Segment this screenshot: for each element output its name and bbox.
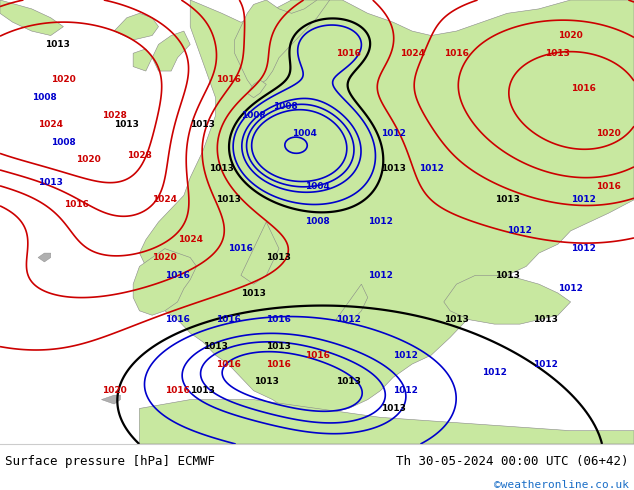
Text: 1016: 1016 — [571, 84, 596, 93]
Text: 1020: 1020 — [558, 31, 583, 40]
Text: 1012: 1012 — [571, 244, 596, 253]
Text: 1028: 1028 — [101, 111, 127, 120]
Text: 1024: 1024 — [178, 235, 203, 244]
Text: 1013: 1013 — [545, 49, 571, 58]
Polygon shape — [133, 49, 152, 71]
Text: 1013: 1013 — [38, 177, 63, 187]
Text: 1016: 1016 — [165, 271, 190, 280]
Text: 1016: 1016 — [304, 351, 330, 360]
Polygon shape — [114, 13, 158, 40]
Polygon shape — [0, 0, 63, 35]
Text: 1028: 1028 — [127, 151, 152, 160]
Polygon shape — [235, 0, 330, 89]
Text: 1012: 1012 — [558, 284, 583, 293]
Text: 1013: 1013 — [380, 164, 406, 173]
Text: 1012: 1012 — [368, 218, 393, 226]
Text: 1016: 1016 — [336, 49, 361, 58]
Polygon shape — [139, 400, 634, 444]
Text: 1013: 1013 — [266, 342, 292, 351]
Text: 1020: 1020 — [152, 253, 178, 262]
Text: 1016: 1016 — [63, 200, 89, 209]
Polygon shape — [152, 31, 190, 71]
Text: 1013: 1013 — [495, 196, 520, 204]
Polygon shape — [444, 275, 571, 324]
Text: 1016: 1016 — [228, 244, 254, 253]
Text: 1013: 1013 — [44, 40, 70, 49]
Text: 1012: 1012 — [571, 196, 596, 204]
Polygon shape — [38, 253, 51, 262]
Text: 1013: 1013 — [266, 253, 292, 262]
Text: 1016: 1016 — [216, 75, 241, 84]
Text: 1013: 1013 — [190, 120, 216, 129]
Text: 1013: 1013 — [533, 315, 558, 324]
Text: 1012: 1012 — [393, 386, 418, 395]
Text: 1013: 1013 — [203, 342, 228, 351]
Text: 1012: 1012 — [368, 271, 393, 280]
Text: 1024: 1024 — [38, 120, 63, 129]
Text: 1008: 1008 — [304, 218, 330, 226]
Text: 1020: 1020 — [51, 75, 76, 84]
Text: 1016: 1016 — [266, 360, 292, 368]
Text: 1013: 1013 — [336, 377, 361, 386]
Text: 1012: 1012 — [336, 315, 361, 324]
Text: 1020: 1020 — [596, 129, 621, 138]
Text: 1012: 1012 — [507, 226, 533, 235]
Text: 1012: 1012 — [418, 164, 444, 173]
Text: 1016: 1016 — [216, 315, 241, 324]
Text: 1012: 1012 — [533, 360, 558, 368]
Polygon shape — [139, 0, 634, 417]
Text: 1020: 1020 — [76, 155, 101, 164]
Text: 1013: 1013 — [209, 164, 235, 173]
Text: 1008: 1008 — [241, 111, 266, 120]
Text: 1013: 1013 — [190, 386, 216, 395]
Text: 1016: 1016 — [165, 315, 190, 324]
Text: 1004: 1004 — [304, 182, 330, 191]
Polygon shape — [101, 395, 120, 404]
Text: 1020: 1020 — [101, 386, 127, 395]
Text: 1016: 1016 — [165, 386, 190, 395]
Text: 1013: 1013 — [216, 196, 241, 204]
Text: Th 30-05-2024 00:00 UTC (06+42): Th 30-05-2024 00:00 UTC (06+42) — [396, 455, 629, 468]
Text: 1013: 1013 — [241, 289, 266, 297]
Text: 1013: 1013 — [444, 315, 469, 324]
Text: 1013: 1013 — [114, 120, 139, 129]
Text: 1012: 1012 — [380, 129, 406, 138]
Text: 1016: 1016 — [216, 360, 241, 368]
Text: 1012: 1012 — [482, 368, 507, 377]
Text: 1008: 1008 — [51, 138, 76, 147]
Polygon shape — [247, 80, 266, 98]
Polygon shape — [133, 248, 197, 315]
Text: 1013: 1013 — [254, 377, 279, 386]
Text: ©weatheronline.co.uk: ©weatheronline.co.uk — [494, 480, 629, 490]
Text: 1024: 1024 — [152, 196, 178, 204]
Text: 1013: 1013 — [380, 404, 406, 413]
Text: 1024: 1024 — [399, 49, 425, 58]
Text: 1004: 1004 — [292, 129, 317, 138]
Text: 1013: 1013 — [495, 271, 520, 280]
Text: 1008: 1008 — [32, 93, 57, 102]
Text: 1016: 1016 — [596, 182, 621, 191]
Text: 1016: 1016 — [266, 315, 292, 324]
Polygon shape — [241, 222, 279, 284]
Polygon shape — [336, 284, 368, 324]
Text: Surface pressure [hPa] ECMWF: Surface pressure [hPa] ECMWF — [5, 455, 215, 468]
Text: 1012: 1012 — [393, 351, 418, 360]
Text: 1016: 1016 — [444, 49, 469, 58]
Text: 1008: 1008 — [273, 102, 298, 111]
